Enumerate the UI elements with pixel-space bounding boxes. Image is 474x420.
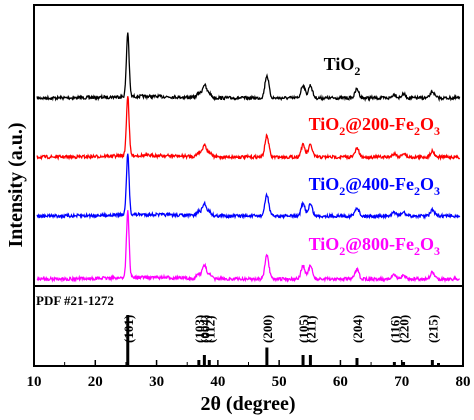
series-label-part: 3 bbox=[434, 184, 440, 198]
series-label-1: TiO2@200-Fe2O3 bbox=[309, 114, 440, 138]
series-label-part: O bbox=[420, 174, 434, 194]
series-label-part: TiO bbox=[309, 114, 340, 134]
hkl-label: (116) bbox=[387, 316, 402, 343]
series-label-part: 2 bbox=[414, 124, 420, 138]
x-tick-label: 40 bbox=[210, 374, 225, 390]
series-label-part: 2 bbox=[339, 244, 345, 258]
series-labels: TiO2TiO2@200-Fe2O3TiO2@400-Fe2O3TiO2@800… bbox=[309, 54, 440, 258]
series-label-part: @800-Fe bbox=[345, 234, 414, 254]
series-label-part: 2 bbox=[354, 64, 360, 78]
hkl-label: (105) bbox=[296, 315, 311, 343]
hkl-label: (200) bbox=[260, 315, 275, 343]
series-label-0: TiO2 bbox=[324, 54, 361, 78]
series-line-1 bbox=[36, 96, 461, 162]
series-line-2 bbox=[36, 153, 461, 221]
series-label-part: 3 bbox=[434, 124, 440, 138]
series-line-0 bbox=[36, 32, 461, 103]
hkl-label: (101) bbox=[121, 315, 136, 343]
x-axis-ticks: 10 20 30 40 50 60 70 80 bbox=[27, 360, 471, 390]
x-axis-label-symbol: 2θ bbox=[200, 393, 220, 415]
x-tick-label: 30 bbox=[149, 374, 164, 390]
series-label-3: TiO2@800-Fe2O3 bbox=[309, 234, 440, 258]
series-label-part: TiO bbox=[309, 174, 340, 194]
series-line-3 bbox=[36, 210, 460, 284]
series-label-part: 3 bbox=[434, 244, 440, 258]
xrd-traces bbox=[36, 32, 461, 284]
series-label-part: @400-Fe bbox=[345, 174, 414, 194]
series-label-part: O bbox=[420, 234, 434, 254]
hkl-label: (211) bbox=[303, 316, 318, 343]
hkl-label: (004) bbox=[197, 315, 212, 343]
x-tick-label: 60 bbox=[333, 374, 348, 390]
hkl-label: (215) bbox=[425, 315, 440, 343]
y-axis-label: Intensity (a.u.) bbox=[5, 122, 27, 247]
series-label-part: 2 bbox=[414, 244, 420, 258]
series-label-part: 2 bbox=[414, 184, 420, 198]
x-axis-label-unit: (degree) bbox=[221, 393, 296, 415]
x-tick-label: 20 bbox=[88, 374, 103, 390]
x-tick-label: 50 bbox=[272, 374, 287, 390]
x-tick-label: 10 bbox=[27, 374, 42, 390]
hkl-label: (220) bbox=[397, 315, 412, 343]
x-tick-label: 80 bbox=[456, 374, 471, 390]
series-label-part: 2 bbox=[339, 124, 345, 138]
series-label-part: TiO bbox=[309, 234, 340, 254]
reference-sticks bbox=[126, 315, 440, 365]
series-label-part: TiO bbox=[324, 54, 355, 74]
series-label-2: TiO2@400-Fe2O3 bbox=[309, 174, 440, 198]
reference-label: PDF #21-1272 bbox=[36, 293, 114, 308]
hkl-label: (103) bbox=[192, 315, 207, 343]
hkl-labels: (101) (103)(004)(112) (200) (105)(211) (204)… bbox=[121, 315, 441, 343]
series-label-part: O bbox=[420, 114, 434, 134]
x-tick-label: 70 bbox=[394, 374, 409, 390]
series-label-part: @200-Fe bbox=[345, 114, 414, 134]
hkl-label: (204) bbox=[350, 315, 365, 343]
series-label-part: 2 bbox=[339, 184, 345, 198]
hkl-label: (112) bbox=[202, 316, 217, 343]
x-axis-label: 2θ (degree) bbox=[200, 393, 295, 415]
